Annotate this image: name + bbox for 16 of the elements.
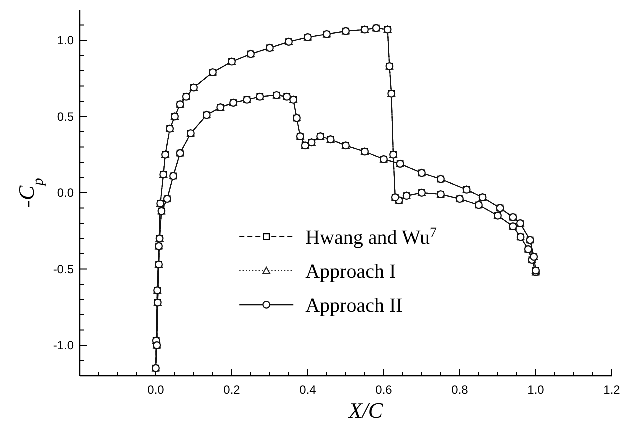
- x-tick-label: 0.4: [300, 383, 317, 397]
- x-tick-label: 1.2: [604, 383, 621, 397]
- x-tick-label: 0.0: [148, 383, 165, 397]
- x-tick-label: 0.6: [376, 383, 393, 397]
- y-tick-label: 0.0: [57, 186, 74, 200]
- x-tick-label: 1.0: [528, 383, 545, 397]
- x-tick-label: 0.8: [452, 383, 469, 397]
- y-tick-label: 0.5: [57, 110, 74, 124]
- legend-label: Approach I: [306, 260, 396, 283]
- legend-label: Hwang and Wu$^{7}$: [306, 225, 437, 249]
- y-tick-label: -0.5: [53, 262, 74, 276]
- y-tick-label: 1.0: [57, 34, 74, 48]
- x-axis-title: X/C: [348, 398, 384, 423]
- y-tick-label: -1.0: [53, 338, 74, 352]
- legend-label: Approach II: [306, 294, 403, 317]
- x-tick-label: 0.2: [224, 383, 241, 397]
